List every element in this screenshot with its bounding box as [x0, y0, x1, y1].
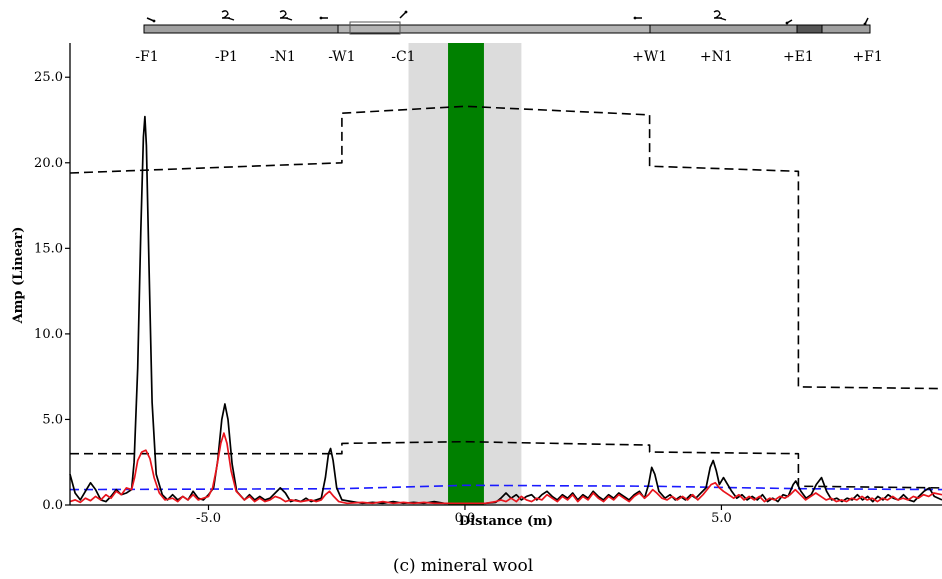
schematic-arrow-icon: [719, 17, 727, 21]
y-tick-label: 0.0: [42, 498, 63, 513]
x-tick-label: 0.0: [455, 511, 476, 526]
x-tick-label: -5.0: [196, 511, 221, 526]
marker-label: -F1: [135, 49, 158, 65]
axes: 0.0 5.0 10.0 15.0 20.0 25.0 -5.0 0.0 5.0: [34, 43, 942, 526]
series-layer: [69, 105, 942, 505]
schematic-arrowhead-icon: [319, 16, 323, 20]
schematic-arrowhead-icon: [633, 16, 637, 20]
schematic-arrow-icon: [399, 11, 407, 19]
schematic-panel: [349, 21, 401, 35]
y-tick-label: 25.0: [34, 70, 63, 85]
y-axis-title: Amp (Linear): [11, 227, 26, 325]
schematic-symbol-icon: [221, 10, 230, 19]
series-black-dashed-1: [70, 440, 942, 489]
series-blue-dashed-2: [69, 484, 942, 491]
marker-label: +F1: [852, 49, 882, 65]
y-tick-label: 20.0: [34, 156, 63, 171]
x-tick-label: 5.0: [711, 511, 732, 526]
schematic-cabin: [337, 24, 651, 34]
schematic-arrowhead-icon: [785, 21, 789, 25]
y-tick-label: 15.0: [34, 241, 63, 256]
y-tick-label: 10.0: [34, 327, 63, 342]
marker-label: -W1: [328, 49, 355, 65]
y-tick-label: 5.0: [42, 412, 63, 427]
marker-label: -N1: [270, 49, 296, 65]
highlight-regions: [408, 43, 522, 505]
figure-caption: (c) mineral wool: [393, 556, 533, 576]
marker-label: +N1: [700, 49, 733, 65]
marker-label: -P1: [215, 49, 238, 65]
green-band: [448, 43, 484, 505]
marker-label: +W1: [632, 49, 667, 65]
marker-label: +E1: [783, 49, 814, 65]
vehicle-schematic: [143, 10, 871, 35]
schematic-arrow-icon: [285, 17, 293, 21]
series-red-solid-4: [69, 432, 942, 505]
series-black-dashed-0: [69, 105, 942, 390]
schematic-arrowhead-icon: [404, 10, 408, 14]
x-axis-title: Distance (m): [459, 514, 553, 529]
marker-labels: -F1 -P1 -N1 -W1 -C1 +W1 +N1 +E1 +F1: [135, 49, 883, 65]
schematic-arrowhead-icon: [863, 22, 867, 26]
schematic-arrowhead-icon: [152, 19, 156, 23]
schematic-symbol-icon: [279, 10, 288, 19]
marker-label: -C1: [391, 49, 415, 65]
schematic-block: [796, 24, 823, 34]
schematic-arrow-icon: [227, 17, 235, 21]
schematic-symbol-icon: [713, 10, 722, 19]
